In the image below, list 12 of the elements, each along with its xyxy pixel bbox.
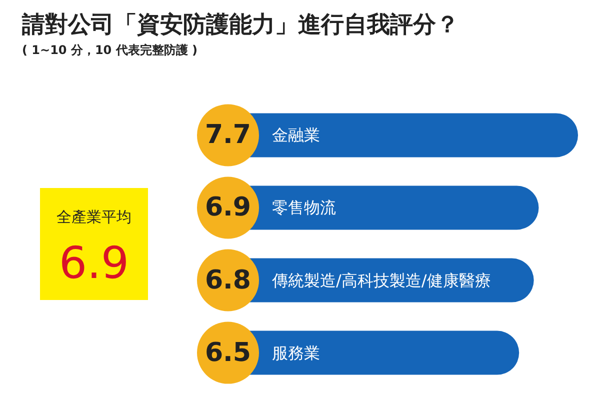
- y-tick-label: 零售物流: [272, 198, 336, 218]
- data-label: 6.5: [204, 338, 252, 368]
- text: 全產業平均: [56, 208, 132, 226]
- chart-title: 請對公司「資安防護能力」進行自我評分？: [21, 11, 459, 38]
- chart-subtitle: ( 1~10 分，10 代表完整防護 ): [22, 43, 198, 57]
- y-tick-label: 傳統製造/高科技製造/健康醫療: [271, 270, 491, 290]
- data-label: 7.7: [204, 120, 252, 150]
- data-label: 6.8: [204, 265, 252, 296]
- y-tick-label: 金融業: [272, 126, 320, 145]
- text: 6.9: [59, 238, 129, 289]
- y-tick-label: 服務業: [272, 343, 320, 362]
- data-label: 6.9: [204, 192, 252, 223]
